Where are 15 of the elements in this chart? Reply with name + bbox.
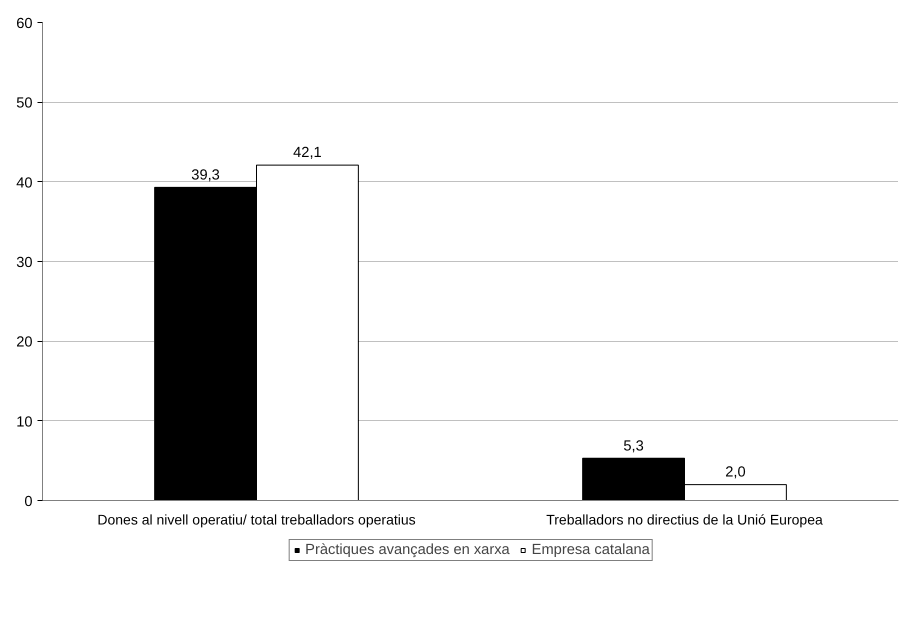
y-tick-label: 60 bbox=[16, 16, 33, 32]
y-tick-label: 30 bbox=[16, 255, 33, 271]
legend-label: Pràctiques avançades en xarxa bbox=[305, 542, 510, 558]
y-tick-label: 10 bbox=[16, 414, 33, 430]
data-label: 42,1 bbox=[293, 145, 322, 162]
y-tick-label: 0 bbox=[24, 494, 33, 510]
x-tick-label: Treballadors no directius de la Unió Europea bbox=[546, 512, 823, 528]
x-tick-label: Dones al nivell operatiu/ total treballadors operatius bbox=[97, 512, 416, 528]
y-tick-label: 20 bbox=[16, 334, 33, 351]
y-tick-label: 40 bbox=[16, 175, 33, 192]
data-label: 5,3 bbox=[623, 438, 644, 454]
data-label: 39,3 bbox=[191, 167, 220, 184]
data-label: 2,0 bbox=[725, 464, 746, 481]
y-tick-label: 50 bbox=[16, 96, 33, 112]
legend-label: Empresa catalana bbox=[532, 542, 650, 558]
